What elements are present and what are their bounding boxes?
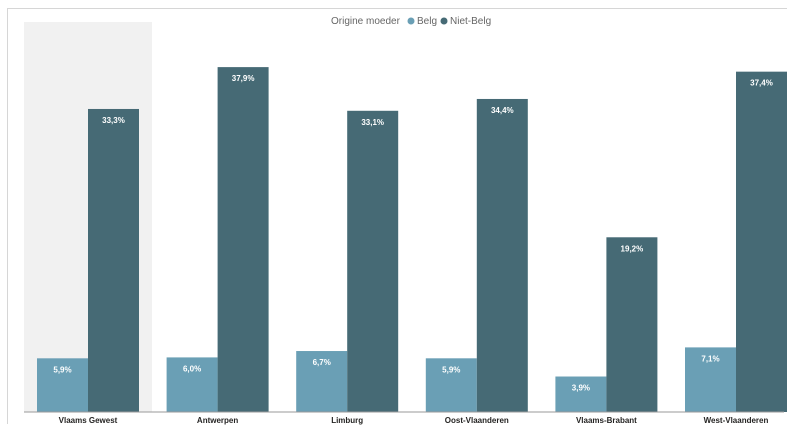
data-label-belg-vlaams-brabant: 3,9% (572, 384, 590, 393)
data-label-niet-belg-oost-vlaanderen: 34,4% (491, 106, 514, 115)
legend-label-niet-belg[interactable]: Niet-Belg (450, 16, 491, 27)
legend: Origine moeder Belg Niet-Belg (331, 16, 491, 27)
legend-label-belg[interactable]: Belg (417, 16, 437, 27)
bar-belg-antwerpen[interactable] (166, 357, 218, 412)
bar-belg-vlaams-brabant[interactable] (555, 376, 607, 412)
bar-belg-west-vlaanderen[interactable] (685, 347, 736, 412)
data-label-niet-belg-vlaams-gewest: 33,3% (102, 116, 125, 125)
data-label-niet-belg-antwerpen: 37,9% (232, 74, 255, 83)
bar-niet-belg-vlaams-brabant[interactable] (606, 237, 658, 412)
bar-belg-limburg[interactable] (296, 351, 348, 412)
data-label-belg-vlaams-gewest: 5,9% (53, 365, 71, 374)
bars-group (37, 67, 787, 413)
bar-niet-belg-west-vlaanderen[interactable] (736, 71, 787, 412)
data-label-belg-antwerpen: 6,0% (183, 364, 201, 373)
data-label-belg-oost-vlaanderen: 5,9% (442, 365, 460, 374)
category-label-west-vlaanderen: West-Vlaanderen (704, 416, 769, 425)
legend-marker-belg[interactable] (407, 17, 415, 25)
category-label-vlaams-gewest: Vlaams Gewest (59, 416, 118, 425)
data-label-niet-belg-west-vlaanderen: 37,4% (750, 79, 773, 88)
chart-frame (7, 8, 787, 424)
data-label-niet-belg-vlaams-brabant: 19,2% (621, 244, 644, 253)
data-label-belg-limburg: 6,7% (313, 358, 331, 367)
category-label-oost-vlaanderen: Oost-Vlaanderen (445, 416, 509, 425)
bar-belg-oost-vlaanderen[interactable] (425, 358, 477, 412)
bar-niet-belg-oost-vlaanderen[interactable] (476, 98, 528, 413)
category-labels-group: Vlaams Gewest Antwerpen Limburg Oost-Vlaand… (59, 416, 769, 425)
bar-niet-belg-limburg[interactable] (347, 110, 399, 412)
data-label-belg-west-vlaanderen: 7,1% (701, 354, 719, 363)
category-label-limburg: Limburg (331, 416, 363, 425)
legend-title: Origine moeder (331, 16, 401, 27)
bar-niet-belg-vlaams-gewest[interactable] (88, 108, 139, 412)
category-label-antwerpen: Antwerpen (197, 416, 238, 425)
category-label-vlaams-brabant: Vlaams-Brabant (576, 416, 637, 425)
bar-belg-vlaams-gewest[interactable] (37, 358, 88, 412)
data-labels-group: 5,9% 33,3% 6,0% 37,9% 6,7% 33,1% 5,9% 34,4% 3,9%… (53, 74, 772, 392)
legend-marker-niet-belg[interactable] (440, 17, 448, 25)
data-label-niet-belg-limburg: 33,1% (361, 118, 384, 127)
bar-niet-belg-antwerpen[interactable] (217, 67, 269, 413)
